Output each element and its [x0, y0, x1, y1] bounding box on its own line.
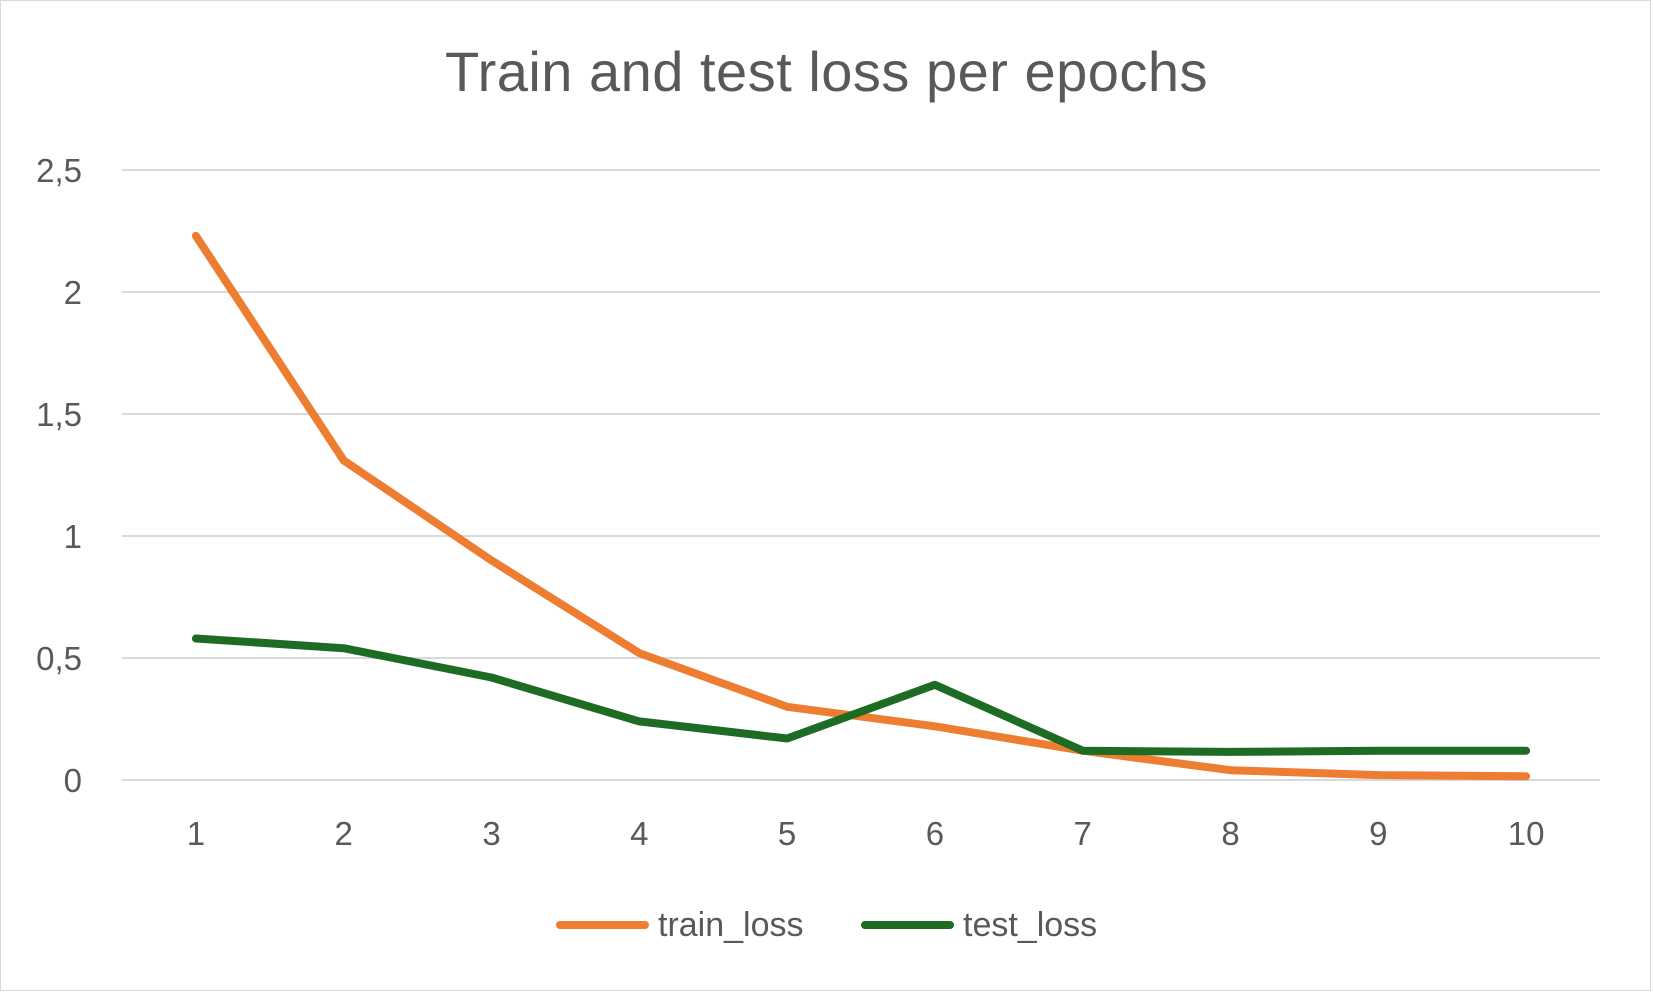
- x-tick-label: 2: [335, 815, 353, 852]
- x-tick-label: 10: [1508, 815, 1545, 852]
- y-axis-ticks: 0 0,5 1 1,5 2 2,5: [36, 152, 82, 799]
- data-point-train_loss: [195, 235, 197, 237]
- data-point-train_loss: [1525, 775, 1527, 777]
- chart-title: Train and test loss per epochs: [444, 40, 1209, 103]
- y-tick-label: 2,5: [36, 152, 82, 189]
- data-point-test_loss: [1377, 750, 1379, 752]
- x-tick-label: 7: [1074, 815, 1092, 852]
- y-tick-label: 1,5: [36, 396, 82, 433]
- data-point-train_loss: [491, 559, 492, 561]
- data-point-train_loss: [934, 725, 936, 727]
- series-line-test_loss: [191, 634, 1531, 756]
- data-point-test_loss: [638, 720, 640, 722]
- x-tick-label: 1: [187, 815, 205, 852]
- x-axis-ticks: 1 2 3 4 5 6 7 8 9 10: [187, 815, 1545, 852]
- data-point-train_loss: [638, 652, 640, 654]
- data-point-test_loss: [1525, 750, 1527, 752]
- data-point-train_loss: [1230, 769, 1231, 771]
- data-point-test_loss: [491, 677, 492, 679]
- data-point-test_loss: [1230, 751, 1231, 753]
- x-tick-label: 6: [926, 815, 944, 852]
- legend-label-test_loss: test_loss: [963, 906, 1097, 944]
- series-line-train_loss: [191, 231, 1531, 781]
- data-point-train_loss: [343, 459, 345, 461]
- data-point-test_loss: [786, 738, 788, 740]
- x-tick-label: 5: [778, 815, 796, 852]
- data-point-train_loss: [1377, 774, 1379, 776]
- data-point-test_loss: [934, 684, 936, 686]
- x-tick-label: 4: [630, 815, 648, 852]
- y-tick-label: 1: [64, 518, 82, 555]
- y-tick-label: 2: [64, 274, 82, 311]
- data-point-test_loss: [195, 637, 197, 639]
- legend-label-train_loss: train_loss: [658, 906, 804, 944]
- series-lines: [191, 231, 1531, 781]
- x-tick-label: 3: [482, 815, 500, 852]
- data-point-train_loss: [786, 706, 788, 708]
- y-tick-label: 0: [64, 762, 82, 799]
- data-point-test_loss: [343, 647, 345, 649]
- x-tick-label: 8: [1221, 815, 1239, 852]
- data-point-test_loss: [1082, 750, 1084, 752]
- legend: train_loss test_loss: [556, 906, 1097, 944]
- y-tick-label: 0,5: [36, 640, 82, 677]
- x-tick-label: 9: [1369, 815, 1387, 852]
- gridlines: [122, 169, 1600, 781]
